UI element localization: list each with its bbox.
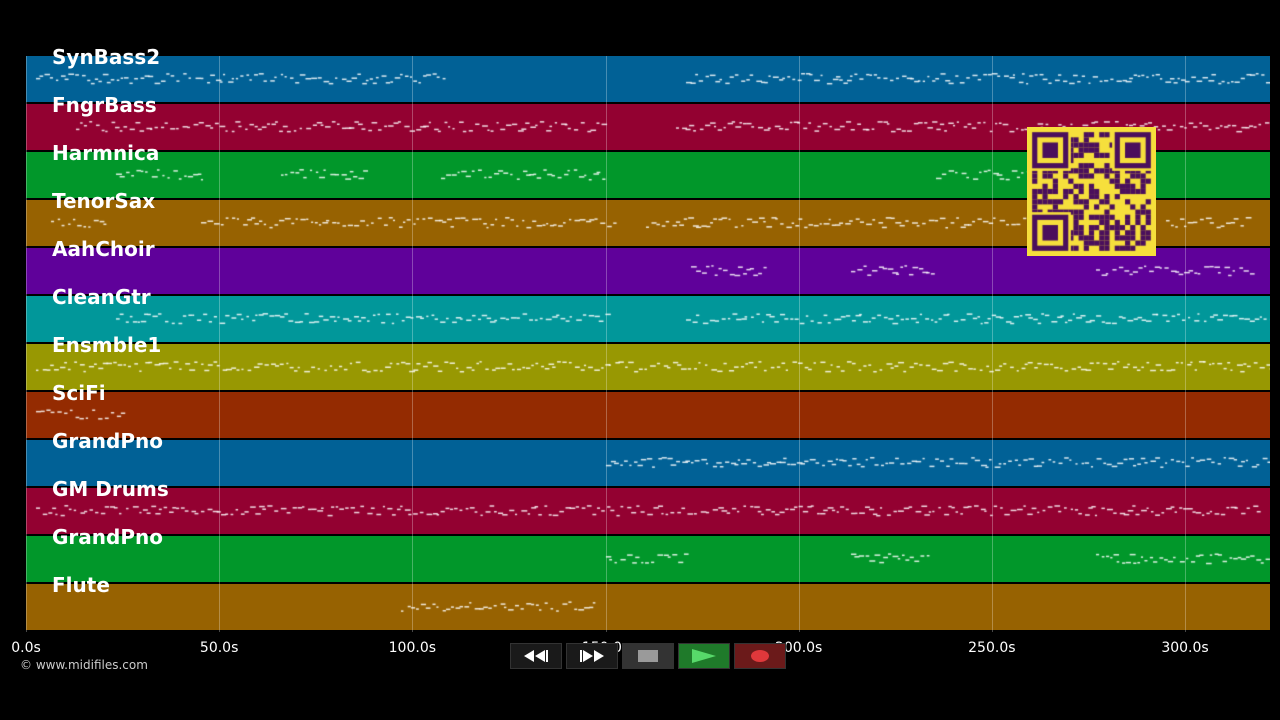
time-tick-label: 50.0s [199, 640, 239, 656]
stop-button[interactable] [622, 643, 674, 669]
time-tick-label: 0.0s [11, 640, 41, 656]
fast-forward-icon [580, 650, 604, 662]
time-tick-label: 300.0s [1161, 640, 1209, 656]
qr-code [1027, 127, 1156, 256]
record-icon [751, 650, 769, 662]
transport-controls [510, 643, 786, 669]
rewind-button[interactable] [510, 643, 562, 669]
stop-icon [638, 650, 658, 662]
copyright-text: © www.midifiles.com [20, 658, 148, 672]
qr-pattern [1027, 127, 1156, 256]
time-tick-label: 100.0s [388, 640, 437, 656]
play-button[interactable] [678, 643, 730, 669]
record-button[interactable] [734, 643, 786, 669]
play-icon [692, 649, 716, 663]
time-tick-label: 200.0s [774, 640, 823, 656]
fast-forward-button[interactable] [566, 643, 618, 669]
rewind-icon [524, 650, 548, 662]
time-tick-label: 250.0s [968, 640, 1016, 656]
